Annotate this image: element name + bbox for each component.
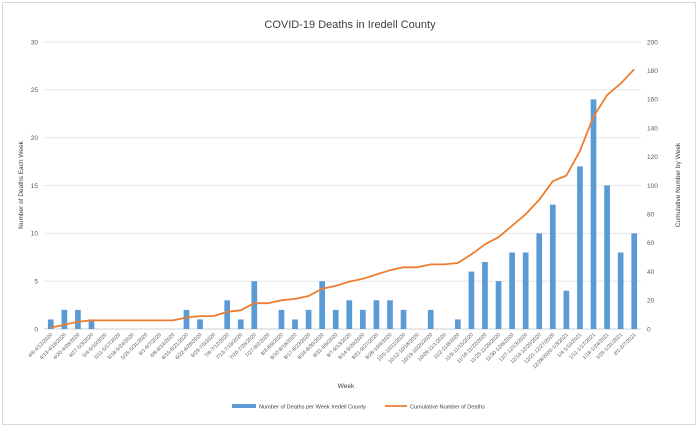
bar	[237, 319, 244, 329]
legend: Number of Deaths per Week Iredell County…	[232, 404, 485, 411]
legend-bar-label: Number of Deaths per Week Iredell County	[259, 405, 366, 411]
bar	[75, 309, 81, 329]
x-axis-ticks: 4/6-4/12/20204/13-4/19/20204/20-4/26/202…	[27, 332, 637, 370]
bar	[88, 319, 95, 329]
y-right-tick-label: 20	[647, 298, 655, 305]
bar	[346, 300, 353, 329]
y-left-tick-label: 0	[34, 326, 38, 333]
y-left-tick-label: 25	[31, 87, 39, 94]
bar	[454, 319, 461, 329]
y-axis-left-ticks: 0 5 10 15 20 25 30	[31, 39, 39, 333]
bar	[495, 281, 502, 329]
bar	[278, 309, 285, 329]
y-right-tick-label: 40	[647, 269, 655, 276]
bar	[387, 300, 393, 329]
bar	[590, 99, 597, 330]
bar	[360, 309, 366, 329]
bar	[631, 233, 638, 329]
y-right-tick-label: 160	[647, 97, 658, 104]
y-left-tick-label: 5	[34, 278, 38, 285]
y-right-tick-label: 120	[647, 154, 658, 161]
legend-line-label: Cumulative Number of Deaths	[410, 405, 485, 411]
bar	[604, 185, 610, 329]
bar	[332, 309, 339, 329]
y-right-tick-label: 180	[647, 68, 658, 75]
bar	[549, 204, 556, 329]
y-right-tick-label: 0	[647, 326, 651, 333]
bar	[373, 300, 380, 329]
bar	[251, 281, 258, 329]
bar	[482, 262, 488, 329]
cumulative-line	[50, 68, 635, 329]
y-left-tick-label: 15	[31, 183, 39, 190]
bar	[224, 300, 231, 329]
y-right-tick-label: 140	[647, 125, 658, 132]
bar	[468, 271, 475, 329]
x-axis-label: Week	[338, 383, 355, 390]
bar	[61, 309, 68, 329]
bar	[47, 319, 54, 329]
bar	[305, 309, 312, 329]
y-right-tick-label: 200	[647, 39, 658, 46]
chart-title: COVID-19 Deaths in Iredell County	[264, 19, 436, 31]
bar	[563, 290, 570, 329]
bar	[427, 309, 434, 329]
y-axis-right-label: Cumulative Number by Week	[675, 142, 682, 227]
bar-series	[47, 99, 638, 330]
bar	[617, 252, 624, 329]
bar	[319, 281, 325, 329]
legend-bar-swatch	[232, 404, 256, 408]
bar	[197, 319, 203, 329]
y-right-tick-label: 60	[647, 240, 655, 247]
y-left-tick-label: 20	[31, 135, 39, 142]
bar	[400, 309, 407, 329]
bar	[292, 319, 298, 329]
bar	[522, 252, 529, 329]
y-right-tick-label: 80	[647, 212, 655, 219]
y-axis-left-label: Number of Deaths Each Week	[18, 140, 25, 228]
bar	[577, 166, 583, 329]
bar	[183, 309, 190, 329]
bar	[536, 233, 543, 329]
y-axis-right-ticks: 0 20 40 60 80 100 120 140 160 180 200	[647, 39, 658, 333]
y-right-tick-label: 100	[647, 183, 658, 190]
y-left-tick-label: 30	[31, 39, 39, 46]
y-left-tick-label: 10	[31, 231, 39, 238]
bar	[509, 252, 515, 329]
